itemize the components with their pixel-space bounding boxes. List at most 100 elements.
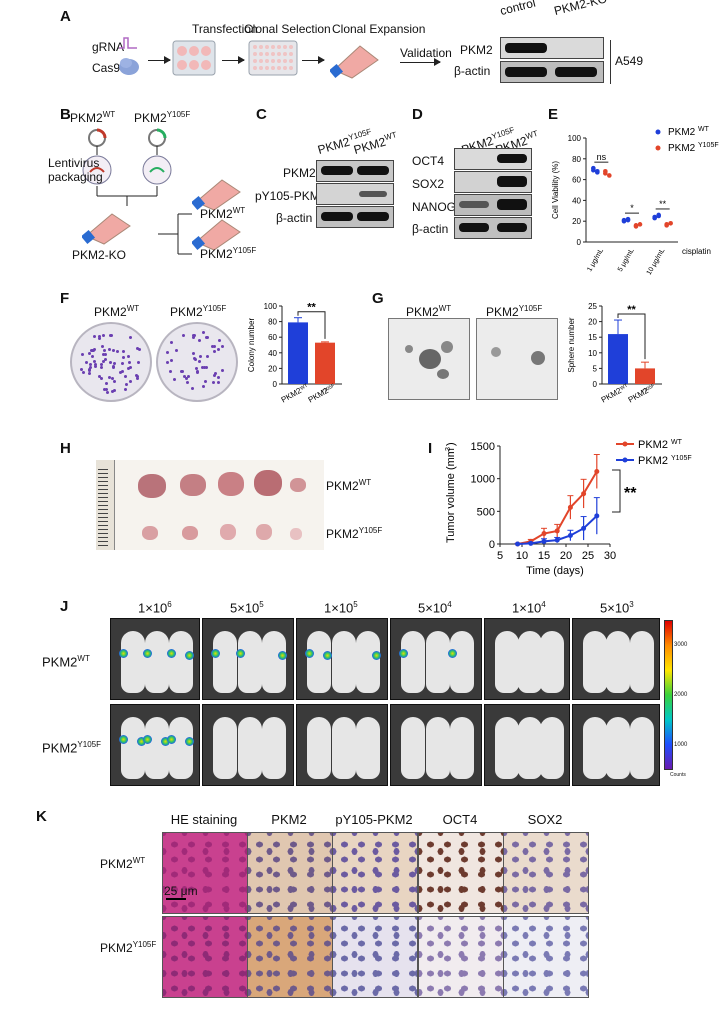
- colony-dot: [111, 377, 115, 381]
- ihc-image-wt: [418, 832, 504, 914]
- colony-dot: [122, 356, 126, 360]
- colony-dot: [181, 370, 185, 374]
- ihc-image-wt: [247, 832, 333, 914]
- colony-dish-mut: [156, 322, 238, 402]
- mouse: [495, 631, 519, 693]
- colony-dot: [184, 377, 188, 381]
- colony-dot: [104, 358, 108, 362]
- colony-dot: [172, 377, 176, 381]
- ihc-column-label: OCT4: [442, 812, 478, 827]
- e-ylabel: Cell Viability (%): [551, 161, 560, 219]
- colony-dot: [221, 369, 225, 373]
- e-ytick-label: 40: [572, 196, 581, 205]
- i-point-1: [515, 541, 521, 547]
- colony-dot: [80, 368, 84, 372]
- f-ytick-label: 0: [273, 380, 278, 389]
- mouse: [356, 631, 381, 693]
- colony-dot: [212, 344, 216, 348]
- colony-dot: [170, 340, 174, 344]
- mouse: [145, 717, 169, 779]
- blot-d-nanog: [454, 194, 532, 216]
- lentivirus-label: Lentivirus: [48, 156, 100, 170]
- colony-dot: [201, 330, 205, 334]
- g-ylabel: Sphere number: [567, 317, 576, 372]
- transfection-plate-icon: [172, 40, 216, 76]
- selection-plate-icon: [248, 40, 298, 76]
- e-point-1: [668, 220, 673, 226]
- lane-control: control: [498, 0, 537, 18]
- f-ytick-label: 60: [268, 333, 277, 342]
- mouse: [450, 717, 475, 779]
- i-point-0: [594, 468, 600, 474]
- luminescence-signal: [137, 737, 146, 746]
- i-ytick-label: 0: [489, 539, 495, 551]
- b-mut-label: PKM2Y105F: [134, 110, 191, 125]
- mouse: [425, 631, 450, 693]
- mouse: [583, 717, 607, 779]
- arrow-1: [148, 56, 171, 64]
- bli-image-wt: [484, 618, 570, 700]
- colony-dot: [88, 351, 92, 355]
- ihc-column-label: pY105-PKM2: [335, 812, 413, 827]
- luminescence-signal: [278, 651, 288, 660]
- mouse: [425, 717, 450, 779]
- colony-dot: [94, 365, 98, 369]
- colony-dot: [203, 380, 207, 384]
- colony-dot: [105, 387, 109, 391]
- d-row-nanog: NANOG: [412, 200, 457, 214]
- mouse: [356, 717, 381, 779]
- luminescence-signal: [167, 735, 176, 744]
- f-ytick-label: 100: [264, 302, 278, 311]
- mouse: [237, 631, 262, 693]
- i-xtick-label: 10: [516, 550, 528, 562]
- e-point-1: [633, 224, 639, 229]
- e-legend-sup: Y105F: [698, 142, 719, 149]
- luminescence-signal: [185, 737, 194, 746]
- c-row-py105: pY105-PKM2: [255, 189, 327, 203]
- colony-dot: [211, 344, 215, 348]
- colony-dot: [126, 354, 130, 358]
- i-sig: **: [624, 485, 637, 502]
- i-point-1: [567, 533, 573, 539]
- step-clonal-selection: Clonal Selection: [244, 22, 331, 36]
- g-bar-0: [608, 334, 628, 384]
- luminescence-signal: [143, 649, 152, 658]
- colony-dot: [174, 349, 178, 353]
- f-xtick-sup: WT: [299, 383, 309, 392]
- luminescence-signal: [119, 649, 128, 658]
- colony-dot: [216, 347, 220, 351]
- i-xlabel: Time (days): [526, 565, 584, 577]
- panel-i-label: I: [428, 440, 433, 457]
- e-legend-marker: [655, 145, 661, 151]
- d-row-actin: β-actin: [412, 222, 449, 236]
- h-mut-label: PKM2Y105F: [326, 526, 383, 541]
- blot-row-actin: β-actin: [454, 64, 491, 78]
- luminescence-signal: [167, 649, 176, 658]
- colony-dot: [136, 374, 140, 378]
- colony-dot: [92, 347, 96, 351]
- e-xtick-label: 10 μg/mL: [646, 247, 667, 276]
- e-legend-sup: WT: [698, 126, 710, 133]
- b-mut-flask-label: PKM2Y105F: [200, 246, 257, 261]
- i-xtick-label: 25: [582, 550, 594, 562]
- colony-dot: [198, 338, 202, 342]
- sphere-image-mut: [476, 318, 558, 400]
- colony-dot: [80, 353, 84, 357]
- luminescence-signal: [185, 651, 194, 660]
- i-point-1: [594, 513, 600, 519]
- i-ytick-label: 1000: [471, 474, 495, 486]
- arrow-3: [302, 56, 325, 64]
- panel-k-label: K: [36, 808, 47, 825]
- colony-dot: [191, 335, 195, 339]
- colony-dot: [192, 333, 195, 337]
- colony-dot: [107, 375, 111, 379]
- j-wt-label: PKM2WT: [42, 654, 90, 670]
- colony-dot: [81, 370, 85, 374]
- k-wt-label: PKM2WT: [100, 856, 146, 871]
- f-bar-1: [315, 342, 335, 384]
- mouse: [307, 717, 331, 779]
- h-wt-label: PKM2WT: [326, 478, 372, 493]
- panel-g-label: G: [372, 290, 384, 307]
- colony-dot: [128, 360, 132, 364]
- g-ytick-label: 25: [588, 302, 597, 311]
